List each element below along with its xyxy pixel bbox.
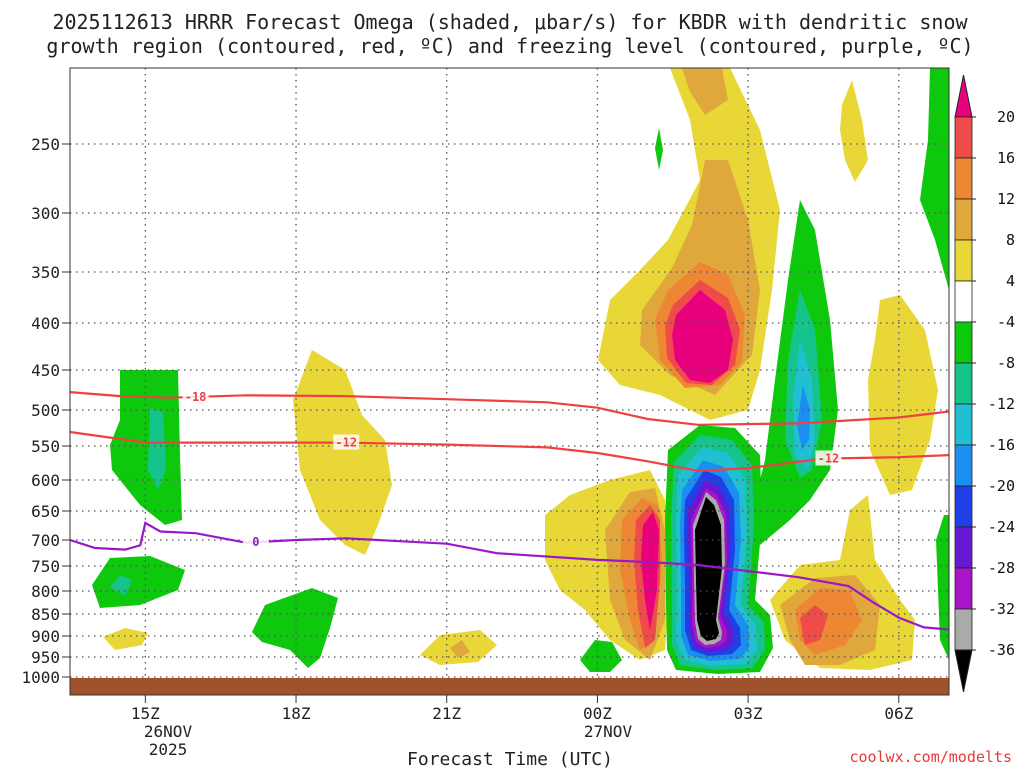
contour-label-bg	[182, 388, 209, 404]
y-tick-label: 350	[31, 263, 60, 282]
colorbar-label: -16	[988, 436, 1015, 454]
colorbar-label: -24	[988, 518, 1015, 536]
omega-fill-yellow-small	[103, 628, 148, 650]
y-tick-label: 550	[31, 437, 60, 456]
omega-fill-yellow-right-top	[840, 80, 868, 182]
omega-fill-yellow-right-upper	[868, 295, 938, 495]
omega-fill-teal-aloft-15z	[148, 408, 166, 490]
omega-fill-yellow-18z	[293, 350, 392, 555]
omega-fill-green-right-edge-low	[936, 515, 949, 660]
contour-label--12: -12	[335, 436, 357, 450]
x-tick-label: 18Z	[282, 704, 311, 723]
y-tick-label: 400	[31, 314, 60, 333]
omega-fill-pink-lower	[641, 512, 659, 630]
y-tick-label: 800	[31, 582, 60, 601]
date-label-day2: 27NOV	[584, 722, 633, 741]
omega-fill-green-surface-00z	[580, 640, 622, 672]
y-tick-label: 650	[31, 502, 60, 521]
contour-line--18	[70, 391, 949, 426]
y-axis: 250 300 350 400 450 500 550 600 650 700 750 800 850 9…	[21, 135, 70, 687]
colorbar-band	[954, 280, 973, 323]
date-label-day1: 26NOV	[144, 722, 193, 741]
colorbar-band	[954, 362, 973, 405]
y-tick-label: 700	[31, 531, 60, 550]
contour-label-0: 0	[252, 535, 259, 549]
omega-fill-black-core	[695, 497, 722, 641]
colorbar-label: 16	[997, 149, 1015, 167]
x-tick-label: 03Z	[734, 704, 763, 723]
y-tick-label: 900	[31, 627, 60, 646]
colorbar-arrow-bottom	[954, 649, 973, 693]
colorbar-label: -20	[988, 477, 1015, 495]
x-axis-title: Forecast Time (UTC)	[407, 749, 613, 768]
colorbar: 20 16 12 8 4 -4 -8 -12 -16 -20 -24 -28 -32 -36	[954, 74, 1015, 693]
colorbar-label: -8	[997, 354, 1015, 372]
colorbar-label: 4	[1006, 272, 1015, 290]
y-tick-label: 500	[31, 401, 60, 420]
colorbar-label: -12	[988, 395, 1015, 413]
y-tick-label: 1000	[21, 668, 60, 687]
omega-fill-green-aloft-15z	[110, 370, 182, 525]
omega-fill-green-low-15z	[92, 556, 185, 608]
colorbar-band	[954, 485, 973, 528]
colorbar-band	[954, 321, 973, 364]
contour-line-0	[70, 521, 949, 631]
colorbar-label: 8	[1006, 231, 1015, 249]
chart-title-line2: growth region (contoured, red, ºC) and f…	[46, 34, 973, 58]
chart-title-line1: 2025112613 HRRR Forecast Omega (shaded, …	[52, 10, 968, 34]
omega-fill-red-right-lower	[800, 605, 828, 645]
contour-label--12: -12	[818, 451, 840, 465]
plot-frame	[69, 67, 950, 696]
omega-fill-green-18z	[252, 588, 338, 668]
omega-fill-orange-21z	[450, 640, 470, 658]
contour-label-bg	[815, 450, 842, 466]
colorbar-label: -36	[988, 641, 1015, 659]
colorbar-band	[954, 526, 973, 569]
colorbar-band	[954, 116, 973, 159]
colorbar-band	[954, 403, 973, 446]
colorbar-band	[954, 608, 973, 651]
omega-shading	[92, 68, 949, 674]
colorbar-label: 20	[997, 108, 1015, 126]
date-label-year: 2025	[149, 740, 188, 759]
colorbar-label: -32	[988, 600, 1015, 618]
x-tick-label: 06Z	[884, 704, 913, 723]
contour-labels: -18 -12 -12 0	[182, 388, 842, 550]
colorbar-band	[954, 239, 973, 282]
contour-label--18: -18	[185, 390, 207, 404]
x-tick-label: 00Z	[583, 704, 612, 723]
colorbar-label: 12	[997, 190, 1015, 208]
y-tick-label: 600	[31, 471, 60, 490]
omega-fill-teal-low-15z	[110, 575, 132, 596]
colorbar-label: -4	[997, 313, 1015, 331]
credit-text: coolwx.com/modelts	[849, 748, 1012, 766]
omega-fill-blue-column-03z	[797, 385, 810, 450]
omega-fill-green-blip	[655, 128, 663, 170]
omega-fill-green-right-edge	[920, 68, 949, 290]
contour-label-bg	[242, 534, 269, 550]
y-tick-label: 450	[31, 361, 60, 380]
colorbar-band	[954, 198, 973, 241]
ground-terrain	[70, 678, 949, 695]
grid-lines	[70, 68, 949, 695]
y-tick-label: 750	[31, 557, 60, 576]
x-tick-label: 21Z	[432, 704, 461, 723]
y-tick-label: 850	[31, 605, 60, 624]
y-tick-label: 250	[31, 135, 60, 154]
contour-label-bg	[333, 434, 360, 450]
y-tick-label: 300	[31, 204, 60, 223]
colorbar-band	[954, 157, 973, 200]
colorbar-band	[954, 567, 973, 610]
colorbar-label: -28	[988, 559, 1015, 577]
colorbar-arrow-top	[954, 74, 973, 118]
colorbar-band	[954, 444, 973, 487]
y-tick-label: 950	[31, 648, 60, 667]
omega-fill-pink-upper	[672, 290, 733, 383]
x-axis: 15Z 18Z 21Z 00Z 03Z 06Z	[131, 695, 914, 723]
x-tick-label: 15Z	[131, 704, 160, 723]
